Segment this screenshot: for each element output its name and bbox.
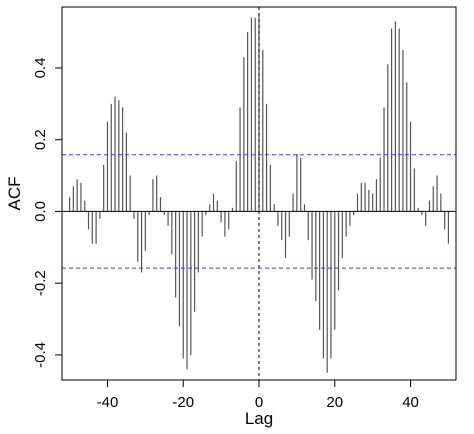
y-axis-label: ACF [5, 177, 24, 211]
x-axis-ticks: -40 -20 0 20 40 [97, 380, 419, 411]
y-tick-label: 0.0 [32, 201, 49, 222]
y-tick-label: -0.2 [32, 270, 49, 296]
y-tick-label: 0.2 [32, 129, 49, 150]
y-tick-label: -0.4 [32, 342, 49, 368]
y-axis-ticks: -0.4 -0.2 0.0 0.2 0.4 [32, 58, 62, 368]
x-tick-label: -40 [97, 394, 119, 411]
acf-bars [68, 14, 450, 373]
x-tick-label: 40 [402, 394, 419, 411]
x-tick-label: 0 [255, 394, 263, 411]
x-axis-label: Lag [245, 409, 273, 428]
x-tick-label: 20 [326, 394, 343, 411]
y-tick-label: 0.4 [32, 58, 49, 79]
x-tick-label: -20 [172, 394, 194, 411]
